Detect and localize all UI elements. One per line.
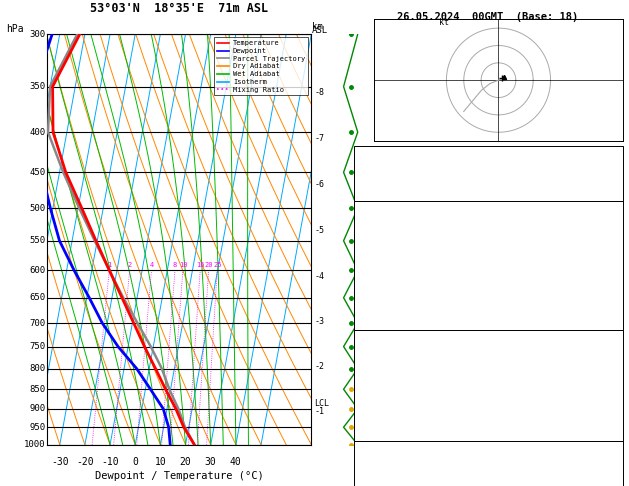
- Text: 500: 500: [30, 204, 46, 213]
- Text: 1058: 1058: [596, 407, 620, 417]
- Text: CAPE (J): CAPE (J): [359, 407, 406, 417]
- Text: 1058: 1058: [596, 296, 620, 306]
- Text: Pressure (mb): Pressure (mb): [359, 352, 435, 362]
- Text: 0: 0: [132, 457, 138, 467]
- Text: 800: 800: [30, 364, 46, 373]
- Text: 700: 700: [30, 318, 46, 328]
- Text: 450: 450: [30, 168, 46, 177]
- Text: 25: 25: [213, 262, 221, 268]
- Text: EH: EH: [359, 463, 371, 472]
- Text: 30: 30: [205, 457, 216, 467]
- Text: 1010: 1010: [596, 352, 620, 362]
- Text: 8: 8: [173, 262, 177, 268]
- Text: CIN (J): CIN (J): [359, 315, 400, 325]
- Text: -4: -4: [608, 389, 620, 399]
- Text: -7: -7: [314, 135, 325, 143]
- Text: 10: 10: [155, 457, 166, 467]
- Text: Lifted Index: Lifted Index: [359, 389, 430, 399]
- Text: PW (cm): PW (cm): [359, 186, 400, 195]
- Text: Totals Totals: Totals Totals: [359, 167, 435, 177]
- Text: -2: -2: [314, 363, 325, 371]
- Text: Mixing Ratio (g/kg): Mixing Ratio (g/kg): [365, 251, 374, 347]
- Text: -10: -10: [101, 457, 119, 467]
- Text: 20: 20: [180, 457, 191, 467]
- Text: hPa: hPa: [6, 24, 24, 34]
- Text: LCL: LCL: [314, 399, 330, 408]
- Text: Dewpoint / Temperature (°C): Dewpoint / Temperature (°C): [95, 471, 264, 482]
- Text: kt: kt: [440, 17, 450, 27]
- Text: ASL: ASL: [312, 26, 328, 35]
- Text: -5: -5: [314, 226, 325, 235]
- Text: 900: 900: [30, 404, 46, 413]
- Text: 650: 650: [30, 293, 46, 302]
- Text: 550: 550: [30, 236, 46, 245]
- Text: -30: -30: [51, 457, 69, 467]
- Text: 23.5: 23.5: [596, 223, 620, 232]
- Text: 5: 5: [614, 463, 620, 472]
- Text: 53°03'N  18°35'E  71m ASL: 53°03'N 18°35'E 71m ASL: [90, 1, 269, 15]
- Text: 1000: 1000: [25, 440, 46, 449]
- Text: 850: 850: [30, 385, 46, 394]
- Text: 0: 0: [614, 315, 620, 325]
- Text: -4: -4: [314, 272, 325, 280]
- Text: 13.9: 13.9: [596, 241, 620, 251]
- Text: Temp (°C): Temp (°C): [359, 223, 412, 232]
- Text: Most Unstable: Most Unstable: [450, 333, 526, 343]
- Text: CIN (J): CIN (J): [359, 426, 400, 435]
- Text: Surface: Surface: [468, 204, 509, 214]
- Text: 600: 600: [30, 266, 46, 275]
- Text: 2: 2: [128, 262, 131, 268]
- Text: Lifted Index: Lifted Index: [359, 278, 430, 288]
- Text: 950: 950: [30, 423, 46, 432]
- Text: 4: 4: [149, 262, 153, 268]
- Text: Dewp (°C): Dewp (°C): [359, 241, 412, 251]
- Text: 400: 400: [30, 128, 46, 137]
- Text: 31: 31: [608, 149, 620, 158]
- Text: -3: -3: [314, 317, 325, 326]
- Text: 324: 324: [602, 370, 620, 380]
- Text: © weatheronline.co.uk: © weatheronline.co.uk: [431, 468, 544, 477]
- Text: 324: 324: [602, 260, 620, 269]
- Text: SREH: SREH: [359, 481, 382, 486]
- Text: 350: 350: [30, 82, 46, 91]
- Text: -1: -1: [314, 407, 325, 416]
- Text: 10: 10: [179, 262, 187, 268]
- Text: 40: 40: [230, 457, 242, 467]
- Text: θₑ(K): θₑ(K): [359, 260, 389, 269]
- Text: 23: 23: [608, 481, 620, 486]
- Text: -4: -4: [608, 278, 620, 288]
- Text: 16: 16: [196, 262, 204, 268]
- Text: 20: 20: [204, 262, 213, 268]
- Text: 300: 300: [30, 30, 46, 38]
- Text: 26.05.2024  00GMT  (Base: 18): 26.05.2024 00GMT (Base: 18): [397, 12, 578, 22]
- Text: K: K: [359, 149, 365, 158]
- Text: 0: 0: [614, 426, 620, 435]
- Text: -6: -6: [314, 180, 325, 190]
- Text: km: km: [312, 22, 323, 31]
- Text: CAPE (J): CAPE (J): [359, 296, 406, 306]
- Text: Hodograph: Hodograph: [462, 444, 515, 454]
- Text: -8: -8: [314, 88, 325, 97]
- Legend: Temperature, Dewpoint, Parcel Trajectory, Dry Adiabat, Wet Adiabat, Isotherm, Mi: Temperature, Dewpoint, Parcel Trajectory…: [214, 37, 308, 95]
- Text: 1: 1: [107, 262, 111, 268]
- Text: -20: -20: [76, 457, 94, 467]
- Text: 2.8: 2.8: [602, 186, 620, 195]
- Text: θₑ (K): θₑ (K): [359, 370, 394, 380]
- Text: 53: 53: [608, 167, 620, 177]
- Text: 750: 750: [30, 342, 46, 351]
